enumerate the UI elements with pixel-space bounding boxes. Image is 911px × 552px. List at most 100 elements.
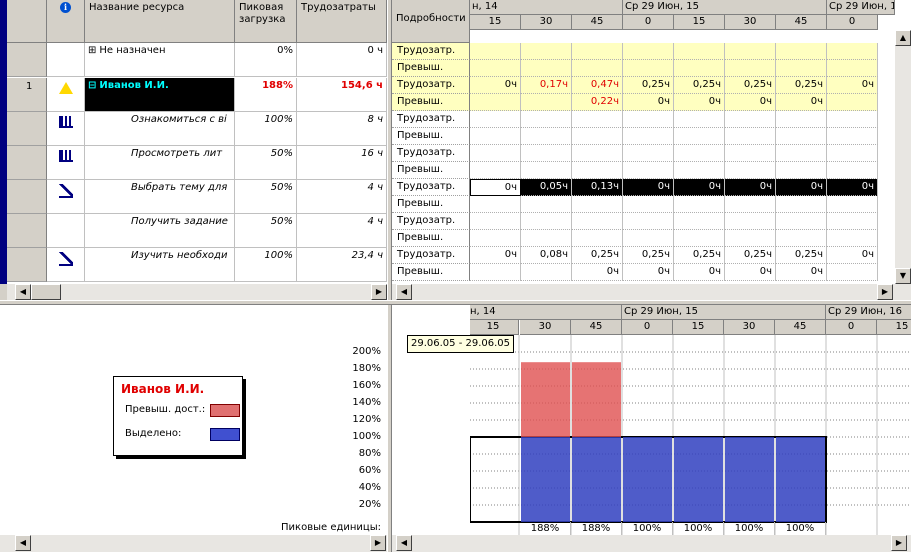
- scroll-thumb[interactable]: [31, 284, 61, 300]
- usage-cell[interactable]: [623, 162, 674, 179]
- usage-cell[interactable]: [470, 213, 521, 230]
- usage-cell[interactable]: 0ч: [827, 179, 878, 196]
- usage-cell[interactable]: 0,25ч: [725, 247, 776, 264]
- usage-cell[interactable]: [776, 128, 827, 145]
- row-number[interactable]: [7, 43, 47, 77]
- usage-cell[interactable]: [623, 128, 674, 145]
- peak-cell[interactable]: 188%: [235, 78, 297, 112]
- usage-cell[interactable]: 0ч: [470, 77, 521, 94]
- peak-cell[interactable]: 100%: [235, 112, 297, 146]
- usage-cell[interactable]: [572, 43, 623, 60]
- work-cell[interactable]: 4 ч: [297, 214, 387, 248]
- detail-label[interactable]: Трудозатр.: [392, 179, 470, 196]
- usage-cell[interactable]: 0ч: [470, 179, 521, 196]
- usage-cell[interactable]: 0ч: [674, 94, 725, 111]
- detail-label[interactable]: Превыш.: [392, 196, 470, 213]
- usage-cell[interactable]: [827, 43, 878, 60]
- usage-cell[interactable]: 0ч: [725, 264, 776, 281]
- usage-cell[interactable]: 0ч: [572, 264, 623, 281]
- peak-cell[interactable]: 50%: [235, 214, 297, 248]
- usage-cell[interactable]: [470, 43, 521, 60]
- usage-cell[interactable]: [623, 230, 674, 247]
- scroll-right-button[interactable]: ▶: [877, 284, 893, 300]
- usage-cell[interactable]: [674, 43, 725, 60]
- peak-cell[interactable]: 50%: [235, 146, 297, 180]
- usage-cell[interactable]: [827, 145, 878, 162]
- row-number[interactable]: [7, 214, 47, 248]
- usage-cell[interactable]: [572, 60, 623, 77]
- usage-cell[interactable]: [827, 128, 878, 145]
- resource-name-cell[interactable]: Просмотреть лит: [85, 146, 235, 180]
- usage-cell[interactable]: [725, 213, 776, 230]
- usage-cell[interactable]: [470, 196, 521, 213]
- scroll-left-button[interactable]: ◀: [15, 284, 31, 300]
- usage-cell[interactable]: [725, 145, 776, 162]
- usage-cell[interactable]: [827, 196, 878, 213]
- usage-cell[interactable]: [470, 60, 521, 77]
- usage-cell[interactable]: [776, 60, 827, 77]
- usage-cell[interactable]: 0ч: [827, 77, 878, 94]
- usage-cell[interactable]: 0,17ч: [521, 77, 572, 94]
- bar-allocated[interactable]: [623, 437, 672, 522]
- detail-label[interactable]: Трудозатр.: [392, 145, 470, 162]
- scroll-right-button[interactable]: ▶: [370, 535, 386, 551]
- usage-cell[interactable]: [623, 111, 674, 128]
- detail-label[interactable]: Трудозатр.: [392, 111, 470, 128]
- usage-cell[interactable]: 0,25ч: [623, 77, 674, 94]
- usage-cell[interactable]: 0ч: [776, 94, 827, 111]
- name-column-header[interactable]: Название ресурса: [85, 0, 235, 43]
- usage-cell[interactable]: [521, 162, 572, 179]
- usage-cell[interactable]: 0ч: [776, 179, 827, 196]
- row-number[interactable]: [7, 112, 47, 146]
- usage-cell[interactable]: 0ч: [725, 179, 776, 196]
- work-cell[interactable]: 154,6 ч: [297, 78, 387, 112]
- usage-cell[interactable]: [470, 264, 521, 281]
- usage-cell[interactable]: [827, 230, 878, 247]
- scroll-right-button[interactable]: ▶: [371, 284, 387, 300]
- usage-cell[interactable]: 0ч: [623, 264, 674, 281]
- usage-cell[interactable]: [470, 162, 521, 179]
- resource-name-cell[interactable]: Выбрать тему для: [85, 180, 235, 214]
- detail-label[interactable]: Превыш.: [392, 60, 470, 77]
- work-cell[interactable]: 16 ч: [297, 146, 387, 180]
- usage-cell[interactable]: [674, 60, 725, 77]
- resource-name-cell[interactable]: ⊞ Не назначен: [85, 43, 235, 77]
- usage-cell[interactable]: [521, 111, 572, 128]
- resource-name-cell[interactable]: Изучить необходи: [85, 248, 235, 282]
- usage-cell[interactable]: [674, 230, 725, 247]
- usage-cell[interactable]: [776, 213, 827, 230]
- work-cell[interactable]: 4 ч: [297, 180, 387, 214]
- usage-cell[interactable]: [572, 213, 623, 230]
- row-number[interactable]: 1: [7, 78, 47, 112]
- usage-cell[interactable]: [776, 145, 827, 162]
- details-header[interactable]: Подробности: [392, 0, 470, 43]
- usage-cell[interactable]: [572, 145, 623, 162]
- usage-cell[interactable]: 0,47ч: [572, 77, 623, 94]
- usage-cell[interactable]: [827, 94, 878, 111]
- usage-cell[interactable]: 0,25ч: [776, 77, 827, 94]
- resource-name-cell[interactable]: Ознакомиться с ві: [85, 112, 235, 146]
- usage-cell[interactable]: 0,25ч: [674, 247, 725, 264]
- detail-label[interactable]: Превыш.: [392, 94, 470, 111]
- work-column-header[interactable]: Трудозатраты: [297, 0, 387, 43]
- detail-label[interactable]: Превыш.: [392, 128, 470, 145]
- row-number[interactable]: [7, 180, 47, 214]
- usage-cell[interactable]: [623, 145, 674, 162]
- usage-cell[interactable]: [827, 60, 878, 77]
- usage-cell[interactable]: [470, 230, 521, 247]
- usage-cell[interactable]: [623, 60, 674, 77]
- usage-cell[interactable]: 0,08ч: [521, 247, 572, 264]
- legend-hscrollbar[interactable]: ◀ ▶: [0, 535, 387, 552]
- detail-label[interactable]: Трудозатр.: [392, 247, 470, 264]
- usage-cell[interactable]: [725, 43, 776, 60]
- usage-cell[interactable]: [521, 230, 572, 247]
- usage-cell[interactable]: [827, 111, 878, 128]
- peak-cell[interactable]: 0%: [235, 43, 297, 77]
- usage-cell[interactable]: [521, 60, 572, 77]
- usage-cell[interactable]: [725, 60, 776, 77]
- usage-cell[interactable]: [521, 213, 572, 230]
- usage-cell[interactable]: 0ч: [725, 94, 776, 111]
- bar-allocated[interactable]: [521, 437, 570, 522]
- usage-cell[interactable]: 0,22ч: [572, 94, 623, 111]
- usage-cell[interactable]: [776, 162, 827, 179]
